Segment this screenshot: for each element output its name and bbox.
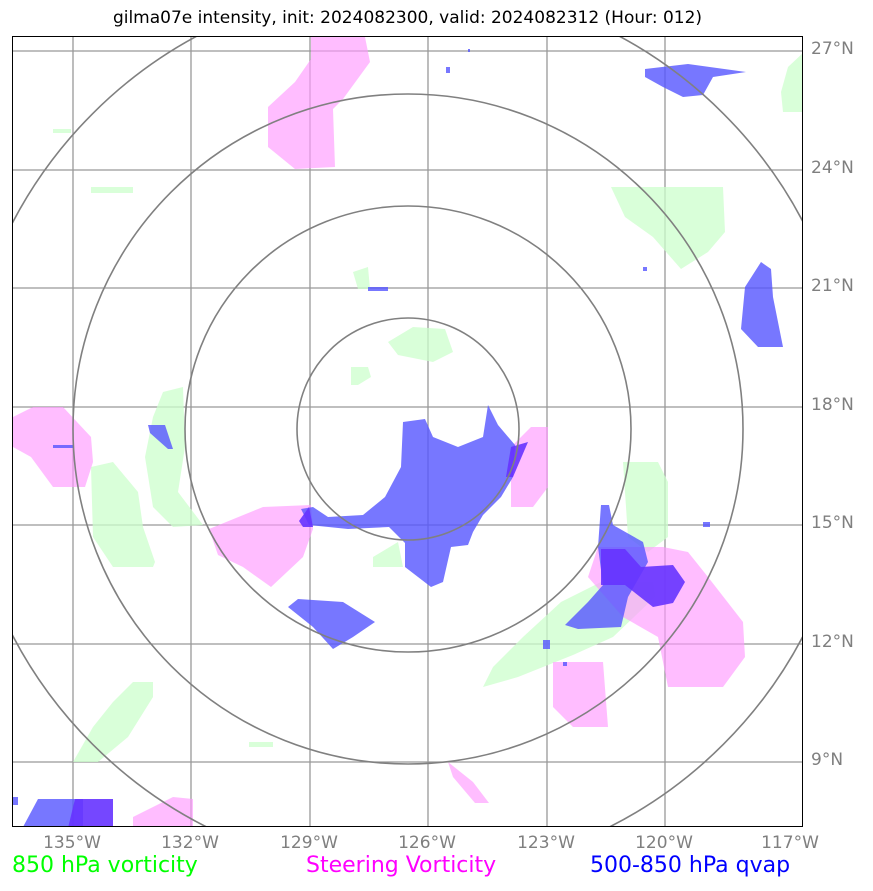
lat-label-12n: 12°N — [811, 632, 854, 652]
lat-label-9n: 9°N — [811, 750, 844, 770]
lat-label-18n: 18°N — [811, 395, 854, 415]
lon-label-126w: 126°W — [398, 833, 456, 853]
legend-steering: Steering Vorticity — [306, 853, 497, 878]
lat-label-24n: 24°N — [811, 158, 854, 178]
legend-vort850: 850 hPa vorticity — [12, 853, 198, 878]
overlap-field — [68, 442, 685, 826]
lon-label-132w: 132°W — [161, 833, 219, 853]
lon-label-123w: 123°W — [517, 833, 575, 853]
lat-label-21n: 21°N — [811, 276, 854, 296]
range-ring-2 — [184, 205, 632, 653]
legend-qvap: 500-850 hPa qvap — [590, 853, 791, 878]
lat-label-27n: 27°N — [811, 39, 854, 59]
lon-label-135w: 135°W — [43, 833, 101, 853]
lat-label-15n: 15°N — [811, 513, 854, 533]
figure-title: gilma07e intensity, init: 2024082300, va… — [112, 8, 703, 28]
map-canvas — [13, 37, 802, 826]
lon-label-117w: 117°W — [761, 833, 819, 853]
lon-label-129w: 129°W — [280, 833, 338, 853]
range-ring-1 — [296, 317, 520, 541]
map-panel — [12, 36, 803, 827]
range-rings — [13, 37, 802, 826]
range-ring-3 — [72, 93, 744, 765]
lon-label-120w: 120°W — [635, 833, 693, 853]
